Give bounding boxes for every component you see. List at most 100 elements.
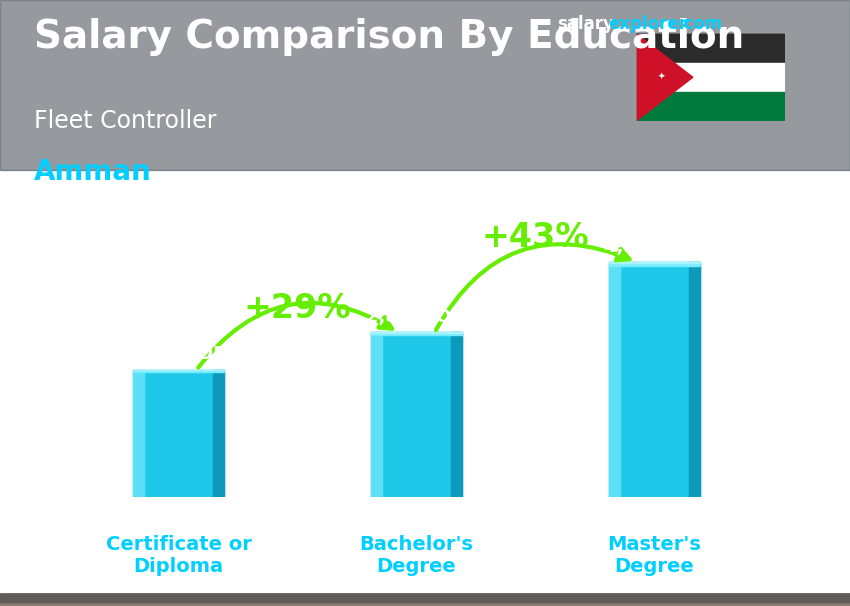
Bar (0, 598, 850, 604)
Bar (0, 594, 850, 601)
Bar (371, 333, 462, 497)
Bar (0, 596, 850, 602)
Bar (0, 598, 850, 604)
Bar (0, 594, 850, 600)
Bar (0, 597, 850, 603)
Bar (0, 594, 850, 601)
Text: ✦: ✦ (658, 73, 666, 82)
Bar (0, 596, 850, 602)
FancyArrowPatch shape (198, 303, 392, 367)
Bar (0, 597, 850, 603)
Text: Amman: Amman (34, 158, 152, 185)
Bar (0, 596, 850, 602)
Bar (0, 597, 850, 603)
Bar (0, 599, 850, 605)
Bar (0, 598, 850, 604)
Bar (371, 333, 462, 336)
Bar (0, 594, 850, 601)
Bar (0, 598, 850, 604)
FancyArrowPatch shape (436, 244, 630, 330)
Bar (0, 597, 850, 603)
Bar (0, 595, 850, 601)
Bar (0, 599, 850, 605)
Bar (0, 596, 850, 602)
Text: Master's
Degree: Master's Degree (608, 534, 701, 576)
Bar (0, 595, 850, 601)
Bar (0, 598, 850, 604)
Bar (0, 595, 850, 601)
Bar (0, 596, 850, 602)
Bar (0, 596, 850, 602)
Bar (0, 599, 850, 605)
Text: +29%: +29% (244, 292, 351, 325)
Bar (688, 262, 700, 497)
Bar (0, 596, 850, 602)
Bar (0, 595, 850, 601)
Bar (0, 596, 850, 602)
Bar (0, 598, 850, 604)
Bar (0, 598, 850, 604)
Bar (0, 595, 850, 601)
Text: explorer: explorer (609, 15, 688, 33)
Bar (0, 599, 850, 605)
Bar (0, 594, 850, 601)
Text: 2,870 JOD: 2,870 JOD (366, 308, 467, 326)
Bar (0, 597, 850, 603)
Bar (0, 598, 850, 604)
Bar (0, 596, 850, 602)
Text: .com: .com (677, 15, 722, 33)
Bar (0, 599, 850, 605)
Polygon shape (636, 33, 693, 121)
Bar (0, 600, 850, 606)
Bar (0, 600, 850, 606)
Bar (0, 598, 850, 604)
Bar (0, 594, 850, 601)
Bar (636, 62, 785, 92)
Text: Fleet Controller: Fleet Controller (34, 109, 217, 133)
Bar (0, 594, 850, 601)
Bar (0, 594, 850, 600)
Bar (0, 596, 850, 602)
Bar (0, 599, 850, 605)
Bar (0, 594, 850, 601)
Bar (0, 598, 850, 604)
Bar (0, 599, 850, 605)
Bar (0, 600, 850, 606)
Bar (0, 599, 850, 605)
Text: Bachelor's
Degree: Bachelor's Degree (360, 534, 473, 576)
Bar (0, 598, 850, 604)
Bar (0, 600, 850, 606)
Bar (0, 594, 850, 601)
Text: Average Monthly Salary: Average Monthly Salary (836, 284, 846, 407)
Bar (0, 0, 850, 170)
Bar (0, 599, 850, 605)
Bar (0, 595, 850, 601)
Bar (133, 370, 224, 372)
Bar (0, 596, 850, 602)
Bar (0, 599, 850, 605)
Bar (0, 594, 850, 600)
Text: Certificate or
Diploma: Certificate or Diploma (105, 534, 252, 576)
Bar (0, 599, 850, 605)
Bar (609, 262, 620, 497)
Text: salary: salary (557, 15, 614, 33)
Bar (133, 370, 144, 497)
Bar (0, 594, 850, 600)
Bar (0, 596, 850, 602)
Bar (0, 600, 850, 606)
Bar (0, 595, 850, 601)
Text: Salary Comparison By Education: Salary Comparison By Education (34, 18, 745, 56)
Bar (0, 599, 850, 605)
Text: 2,220 JOD: 2,220 JOD (128, 345, 229, 364)
Bar (609, 262, 700, 266)
Bar (0, 598, 850, 604)
Bar (0, 598, 850, 604)
Bar (133, 370, 224, 497)
Bar (0, 597, 850, 603)
Bar (0, 599, 850, 605)
Text: 4,100 JOD: 4,100 JOD (604, 238, 705, 256)
Bar (0, 595, 850, 601)
Bar (0, 598, 850, 604)
Bar (0, 598, 850, 604)
Bar (0, 597, 850, 603)
